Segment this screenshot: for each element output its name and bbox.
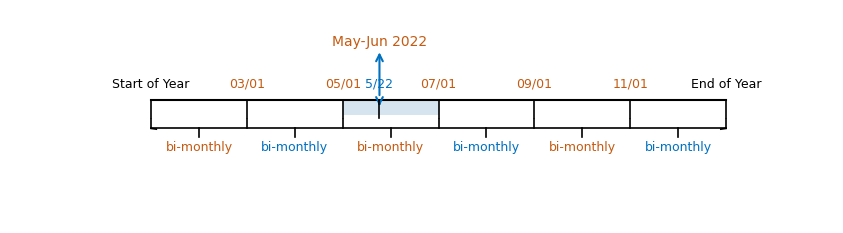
Text: 07/01: 07/01 (421, 78, 457, 91)
Bar (343, 100, 438, 115)
Text: May-Jun 2022: May-Jun 2022 (332, 35, 427, 49)
Text: bi-monthly: bi-monthly (357, 141, 424, 154)
Text: bi-monthly: bi-monthly (165, 141, 233, 154)
Text: 03/01: 03/01 (229, 78, 265, 91)
Text: 05/01: 05/01 (325, 78, 361, 91)
Text: 5/22: 5/22 (366, 78, 394, 91)
Text: 09/01: 09/01 (517, 78, 552, 91)
Text: Start of Year: Start of Year (112, 78, 190, 91)
Text: bi-monthly: bi-monthly (261, 141, 329, 154)
Text: End of Year: End of Year (690, 78, 761, 91)
Text: bi-monthly: bi-monthly (453, 141, 520, 154)
Text: bi-monthly: bi-monthly (645, 141, 711, 154)
Text: 11/01: 11/01 (612, 78, 648, 91)
Text: bi-monthly: bi-monthly (549, 141, 616, 154)
